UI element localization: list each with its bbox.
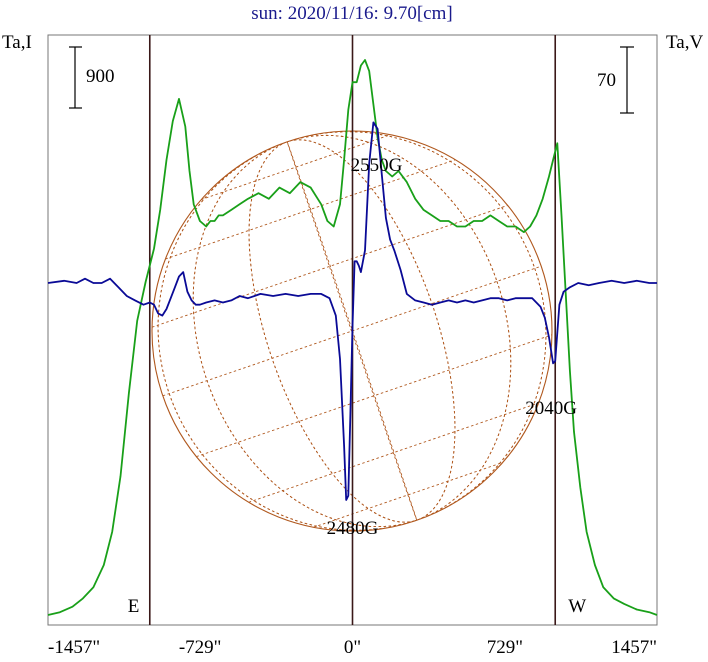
x-tick-label: -729" [179, 637, 222, 658]
x-tick-label: 1457" [611, 637, 657, 658]
limb-label-e: E [128, 596, 140, 617]
left-axis-label: Ta,I [2, 32, 32, 53]
latitude-line [248, 402, 539, 503]
series-line-v [47, 121, 657, 501]
left-scale-bar-value: 900 [86, 66, 115, 87]
longitude-line [248, 139, 456, 523]
right-scale-bar-value: 70 [597, 70, 616, 91]
right-axis-label: Ta,V [666, 32, 703, 53]
field-annotation: 2550G [351, 155, 403, 176]
x-tick-label: -1457" [48, 637, 100, 658]
field-annotation: 2480G [327, 518, 379, 539]
x-axis-ticks: -1457" -729" 0" 729" 1457" [48, 637, 657, 658]
series-layer [47, 59, 658, 616]
chart-title: sun: 2020/11/16: 9.70[cm] [251, 3, 452, 24]
latitude-line [196, 334, 552, 458]
series-line-i [47, 59, 658, 616]
latitude-line [165, 159, 456, 260]
annotations: 2550G 2480G 2040G [327, 155, 578, 539]
right-scale-bar [620, 46, 634, 114]
limb-label-w: W [568, 596, 586, 617]
x-tick-label: 729" [487, 637, 523, 658]
x-tick-label: 0" [344, 637, 361, 658]
field-annotation: 2040G [525, 398, 577, 419]
left-scale-bar [69, 46, 82, 109]
